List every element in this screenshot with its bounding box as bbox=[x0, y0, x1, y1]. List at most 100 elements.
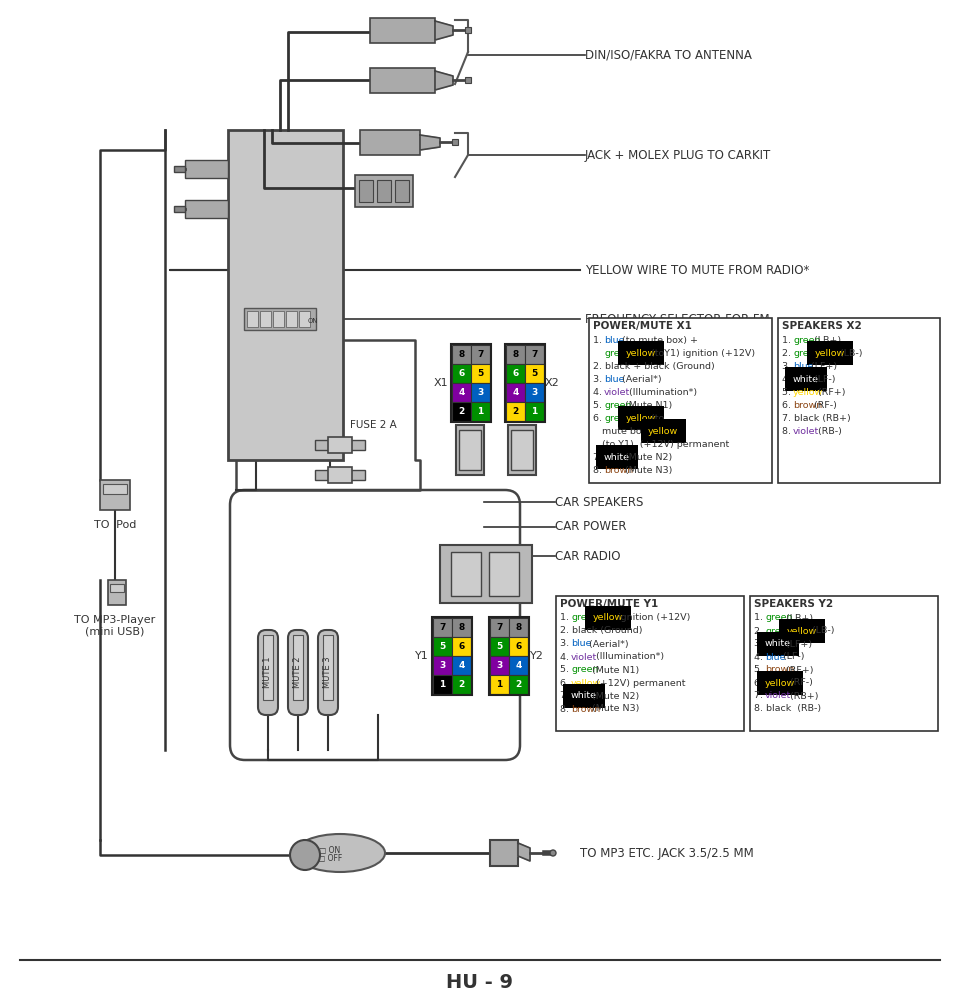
Text: 7.: 7. bbox=[560, 691, 572, 700]
Bar bbox=[471, 364, 490, 383]
FancyBboxPatch shape bbox=[288, 630, 308, 715]
FancyBboxPatch shape bbox=[318, 630, 338, 715]
Text: (Aerial*): (Aerial*) bbox=[618, 374, 661, 383]
Bar bbox=[750, 596, 938, 731]
Text: green: green bbox=[765, 614, 793, 623]
Bar bbox=[452, 345, 471, 364]
Circle shape bbox=[550, 850, 556, 856]
Text: Y2: Y2 bbox=[530, 651, 544, 661]
Bar bbox=[273, 311, 284, 327]
Text: X2: X2 bbox=[545, 378, 560, 388]
Text: (LF-): (LF-) bbox=[780, 653, 804, 662]
Text: 2.: 2. bbox=[782, 348, 794, 357]
Text: (Mute N3): (Mute N3) bbox=[589, 704, 639, 713]
Text: 4.: 4. bbox=[593, 387, 605, 396]
Text: (Illumination*): (Illumination*) bbox=[626, 387, 697, 396]
Text: 4: 4 bbox=[458, 388, 465, 397]
Text: yellow: yellow bbox=[765, 678, 795, 687]
Bar bbox=[505, 344, 545, 422]
Text: violet: violet bbox=[765, 691, 791, 700]
Bar bbox=[293, 635, 303, 700]
Text: 7. black (RB+): 7. black (RB+) bbox=[782, 413, 851, 423]
Bar bbox=[359, 180, 373, 202]
Bar bbox=[490, 656, 509, 675]
Bar bbox=[247, 311, 258, 327]
Text: 7: 7 bbox=[531, 350, 538, 359]
Text: 5: 5 bbox=[496, 642, 503, 651]
Text: FREQUENCY SELECTOR FOR FM: FREQUENCY SELECTOR FOR FM bbox=[585, 313, 770, 326]
Text: yellow: yellow bbox=[593, 614, 623, 623]
Text: 4: 4 bbox=[516, 661, 521, 670]
Bar bbox=[228, 130, 343, 460]
Polygon shape bbox=[435, 71, 453, 90]
Text: 6: 6 bbox=[458, 369, 465, 378]
Text: CAR POWER: CAR POWER bbox=[555, 520, 627, 533]
Bar bbox=[509, 675, 528, 694]
Text: (toY1) ignition (+12V): (toY1) ignition (+12V) bbox=[648, 348, 756, 357]
Text: (Illumination*): (Illumination*) bbox=[593, 653, 664, 662]
Text: □ OFF: □ OFF bbox=[318, 854, 342, 863]
Text: (Mute N3): (Mute N3) bbox=[622, 466, 673, 475]
Text: 3: 3 bbox=[440, 661, 445, 670]
FancyBboxPatch shape bbox=[258, 630, 278, 715]
Text: 1.: 1. bbox=[560, 614, 572, 623]
Bar bbox=[525, 402, 544, 421]
Text: 7.: 7. bbox=[754, 691, 766, 700]
Text: 3: 3 bbox=[532, 388, 538, 397]
Bar bbox=[452, 656, 471, 675]
Text: 2: 2 bbox=[458, 407, 465, 416]
Text: 1.: 1. bbox=[593, 335, 605, 344]
Text: violet: violet bbox=[793, 427, 819, 436]
Text: yellow: yellow bbox=[648, 427, 679, 436]
Text: 6.: 6. bbox=[560, 678, 572, 687]
Text: 3.: 3. bbox=[560, 640, 572, 649]
Bar bbox=[395, 180, 409, 202]
Bar bbox=[370, 68, 435, 93]
Bar bbox=[452, 402, 471, 421]
Bar bbox=[174, 206, 185, 212]
Text: white: white bbox=[571, 691, 597, 700]
Text: POWER/MUTE X1: POWER/MUTE X1 bbox=[593, 321, 692, 331]
Bar bbox=[506, 383, 525, 402]
Text: (Mute N2): (Mute N2) bbox=[622, 453, 673, 462]
Text: mute box) +: mute box) + bbox=[593, 427, 664, 436]
Text: (LB+): (LB+) bbox=[783, 614, 813, 623]
Text: 5.: 5. bbox=[560, 666, 572, 674]
Text: 8.: 8. bbox=[593, 466, 605, 475]
Text: 2. black + black (Ground): 2. black + black (Ground) bbox=[593, 361, 715, 370]
Bar bbox=[100, 480, 130, 510]
Text: (to mute box) +: (to mute box) + bbox=[618, 335, 698, 344]
Text: 7: 7 bbox=[440, 623, 445, 632]
Bar bbox=[452, 364, 471, 383]
Bar bbox=[315, 470, 365, 480]
Text: 8: 8 bbox=[516, 623, 521, 632]
Text: 4.: 4. bbox=[754, 653, 766, 662]
Text: TO MP3-Player
(mini USB): TO MP3-Player (mini USB) bbox=[74, 615, 156, 637]
Text: 6: 6 bbox=[516, 642, 521, 651]
Text: green: green bbox=[765, 627, 793, 636]
Text: 7.: 7. bbox=[593, 453, 605, 462]
Text: (Mute N2): (Mute N2) bbox=[589, 691, 639, 700]
Text: MUTE 2: MUTE 2 bbox=[294, 656, 302, 688]
Text: 7: 7 bbox=[477, 350, 484, 359]
Text: 6: 6 bbox=[513, 369, 518, 378]
Text: 2: 2 bbox=[513, 407, 518, 416]
Text: 5: 5 bbox=[440, 642, 445, 651]
Bar bbox=[299, 311, 310, 327]
Bar bbox=[465, 27, 471, 33]
Bar bbox=[489, 617, 529, 695]
Text: brown: brown bbox=[765, 666, 794, 674]
Text: 3.: 3. bbox=[782, 361, 794, 370]
Bar bbox=[506, 364, 525, 383]
Bar bbox=[315, 440, 365, 450]
Text: blue: blue bbox=[571, 640, 591, 649]
Text: (LF+): (LF+) bbox=[807, 361, 837, 370]
Bar bbox=[511, 430, 533, 470]
Text: JACK + MOLEX PLUG TO CARKIT: JACK + MOLEX PLUG TO CARKIT bbox=[585, 149, 771, 162]
Text: 8: 8 bbox=[458, 350, 465, 359]
Bar bbox=[110, 584, 124, 592]
Text: (Mute N1): (Mute N1) bbox=[622, 400, 673, 409]
Text: blue: blue bbox=[604, 335, 625, 344]
Text: POWER/MUTE Y1: POWER/MUTE Y1 bbox=[560, 599, 659, 609]
Bar bbox=[490, 675, 509, 694]
